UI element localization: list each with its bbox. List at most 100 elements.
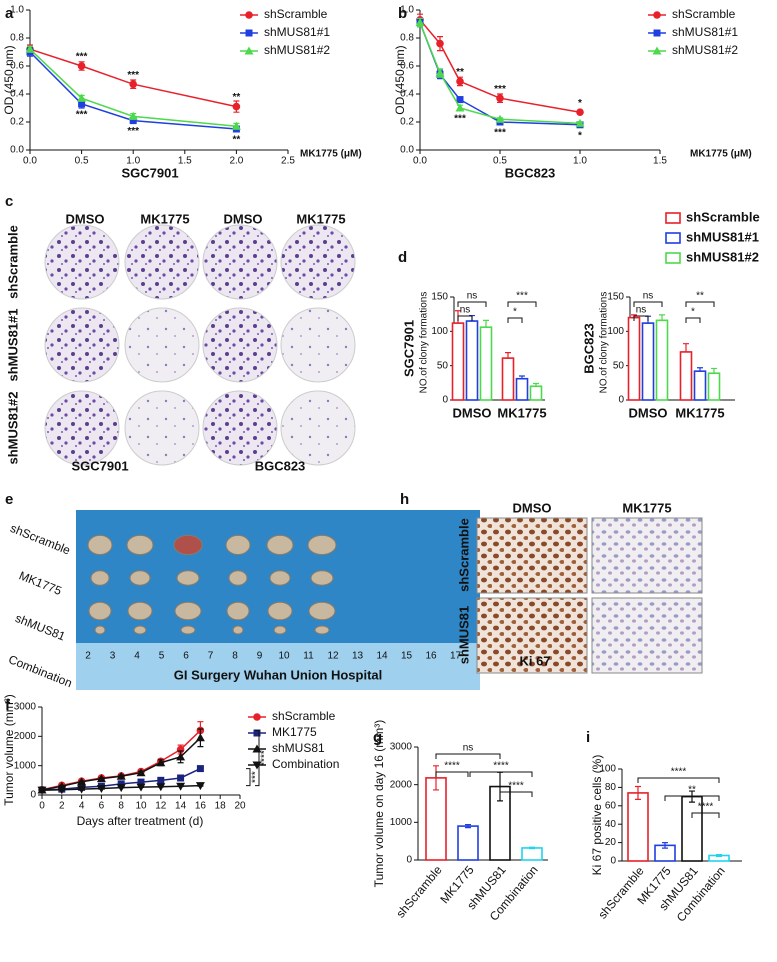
bar (655, 319, 669, 401)
y-label: Tumor volume on day 16 (mm³) (372, 720, 386, 888)
x-tick-label: 0.5 (493, 156, 507, 167)
series-line (29, 51, 237, 130)
ihc-image (591, 517, 703, 594)
marker (156, 783, 166, 792)
error-bar (533, 382, 539, 387)
tumor (133, 625, 147, 635)
marker (575, 118, 585, 127)
ruler-tick: 13 (352, 651, 364, 662)
y-label: NO.of clony formations (599, 292, 610, 394)
marker (136, 768, 146, 777)
bracket-label: **** (671, 767, 687, 778)
tumor (307, 534, 337, 556)
x-tick-label: 1.0 (573, 156, 587, 167)
bar (451, 322, 465, 401)
y-tick-label: 1.0 (10, 5, 24, 16)
marker (245, 29, 253, 37)
x-tick-label: shScramble (393, 863, 445, 921)
legend-label: shMUS81 (272, 741, 325, 755)
legend-label: shScramble (264, 7, 328, 21)
column-label: DMSO (513, 500, 552, 515)
colony-plate (280, 390, 356, 466)
ruler-tick: 5 (159, 651, 165, 662)
marker (576, 108, 584, 116)
tumor (308, 601, 336, 621)
marker (77, 777, 87, 786)
legend-label: shMUS81#1 (672, 25, 738, 39)
ruler-tick: 14 (376, 651, 388, 662)
marker (137, 778, 145, 786)
tumor (173, 534, 203, 556)
y-tick-label: 0 (30, 790, 36, 801)
x-tick-label: 0.5 (75, 156, 89, 167)
significance: *** (494, 128, 506, 139)
caption: BGC823 (255, 458, 306, 473)
x-tick-label: 10 (135, 801, 147, 812)
error-bar (689, 790, 695, 803)
bracket-label: **** (508, 781, 524, 792)
legend-label: shScramble (672, 7, 736, 21)
x-tick-label: 20 (234, 801, 246, 812)
y-tick-label: 3000 (14, 702, 37, 713)
marker (177, 774, 185, 782)
row-label: shMUS81 (456, 606, 471, 665)
ruler-tick: 17 (450, 651, 462, 662)
row-label: Combination (6, 652, 74, 690)
bracket-label: * (513, 307, 517, 318)
tumor (266, 534, 294, 556)
y-tick-label: 100 (607, 326, 624, 337)
y-tick-label: 0.0 (10, 145, 24, 156)
colony-plate (124, 224, 200, 300)
y-tick-label: 3000 (390, 742, 413, 753)
marker (77, 785, 87, 794)
colony-plate (44, 307, 120, 383)
significance: * (578, 130, 582, 141)
ruler-tick: 2 (85, 651, 91, 662)
x-tick-label: MK1775 (675, 405, 724, 420)
row-label: shMUS81 (13, 611, 67, 644)
x-label: Days after treatment (d) (77, 814, 204, 828)
marker (96, 774, 106, 783)
tumor (180, 625, 196, 635)
marker (456, 77, 464, 86)
x-tick-label: 0.0 (413, 156, 427, 167)
x-tick-label: 16 (195, 801, 207, 812)
marker (116, 771, 126, 780)
y-title: SGC7901 (401, 320, 416, 377)
bar (529, 385, 543, 401)
marker (253, 729, 261, 737)
tumor (174, 601, 202, 621)
caption: Ki 67 (519, 653, 550, 668)
series-line (419, 22, 581, 126)
y-tick-label: 0.8 (10, 33, 24, 44)
ruler-tick: 11 (303, 651, 314, 662)
error-bar (433, 765, 439, 791)
y-tick-label: 0.4 (400, 89, 414, 100)
marker (37, 786, 47, 795)
y-tick-label: 0.4 (10, 89, 24, 100)
tumor (269, 570, 291, 586)
column-label: MK1775 (296, 211, 345, 226)
x-tick-label: 14 (175, 801, 187, 812)
y-tick-label: 80 (605, 782, 617, 793)
colony-plate (44, 390, 120, 466)
colony-plate (124, 307, 200, 383)
y-tick-label: 100 (599, 764, 616, 775)
significance: ** (233, 135, 241, 146)
significance: *** (127, 70, 139, 81)
bar (457, 825, 479, 861)
x-tick-label: DMSO (629, 405, 668, 420)
panel-letter: c (5, 193, 13, 210)
column-label: MK1775 (140, 211, 189, 226)
error-bar (662, 842, 668, 849)
tumor (226, 601, 250, 621)
x-tick-label: 1.5 (653, 156, 667, 167)
bar (521, 847, 543, 861)
bar (627, 316, 641, 401)
y-tick-label: 60 (605, 800, 617, 811)
y-label: OD (450 nm) (393, 45, 407, 114)
tumor (126, 534, 154, 556)
legend-swatch (665, 252, 681, 264)
colony-plate (202, 224, 278, 300)
bracket-label: ns (467, 291, 478, 302)
